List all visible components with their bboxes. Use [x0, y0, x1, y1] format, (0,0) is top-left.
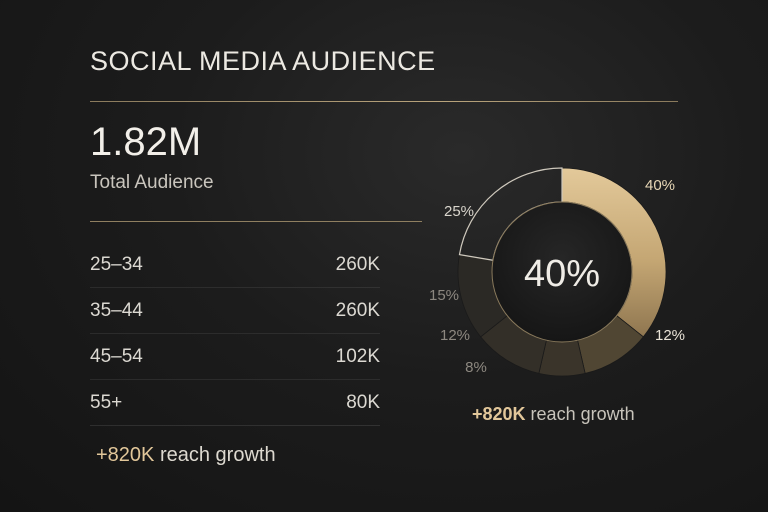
age-group-table: 25–34 260K 35–44 260K 45–54 102K 55+ 80K [90, 242, 380, 426]
slice-percent-label: 12% [440, 327, 470, 344]
table-row: 55+ 80K [90, 380, 380, 426]
donut-center-label: 40% [524, 253, 600, 295]
chart-reach-growth-text: reach growth [525, 404, 635, 424]
donut-inner-circle [491, 201, 633, 343]
reach-growth-value: +820K [96, 444, 155, 466]
age-group-value: 102K [335, 346, 380, 367]
reach-growth-summary: +820K reach growth [96, 444, 276, 467]
table-row: 35–44 260K [90, 288, 380, 334]
age-group-value: 80K [346, 392, 380, 413]
page-title: SOCIAL MEDIA AUDIENCE [90, 46, 436, 76]
chart-reach-growth: +820K reach growth [472, 404, 635, 425]
slice-percent-label: 40% [645, 177, 675, 194]
age-group-value: 260K [335, 254, 380, 275]
slice-percent-label: 25% [444, 203, 474, 220]
chart-reach-growth-value: +820K [472, 404, 526, 424]
total-audience-label: Total Audience [90, 172, 214, 193]
table-row: 45–54 102K [90, 334, 380, 380]
age-group-label: 45–54 [90, 346, 143, 367]
donut-slice [538, 339, 586, 377]
age-group-label: 35–44 [90, 300, 143, 321]
age-group-label: 25–34 [90, 254, 143, 275]
total-audience-value: 1.82M [90, 120, 202, 164]
section-divider [90, 221, 422, 222]
table-row: 25–34 260K [90, 242, 380, 288]
title-divider [90, 101, 678, 102]
age-group-label: 55+ [90, 392, 123, 413]
reach-growth-text: reach growth [154, 444, 276, 466]
age-group-value: 260K [335, 300, 380, 321]
slice-percent-label: 12% [655, 327, 685, 344]
slice-percent-label: 8% [465, 359, 487, 376]
slice-percent-label: 15% [429, 287, 459, 304]
